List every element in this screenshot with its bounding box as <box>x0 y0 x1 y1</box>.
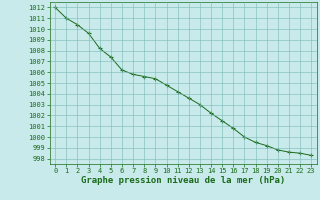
X-axis label: Graphe pression niveau de la mer (hPa): Graphe pression niveau de la mer (hPa) <box>81 176 285 185</box>
